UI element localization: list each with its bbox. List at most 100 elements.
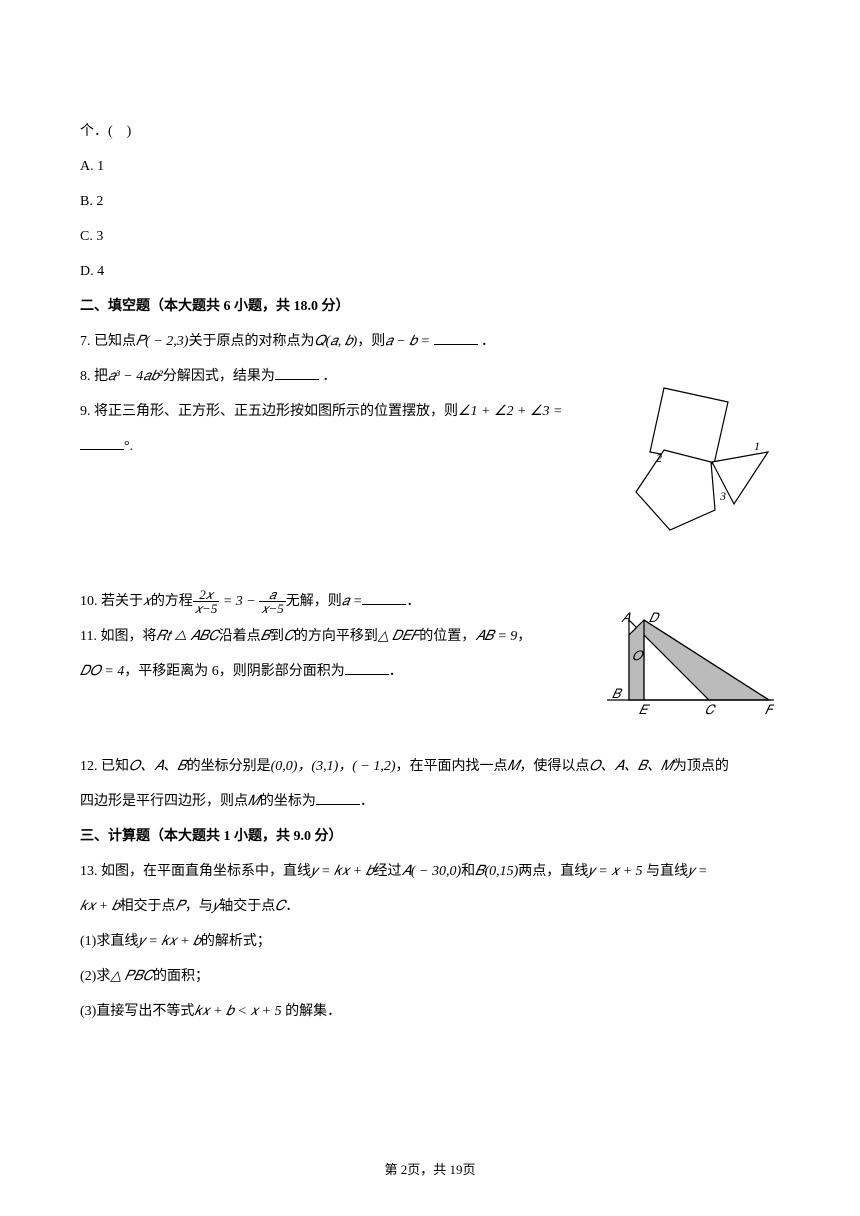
q6-option-d: D. 4 [80,254,780,289]
q7-mid: 关于原点的对称点为 [188,334,314,349]
q13-l2d: ，与 [185,899,213,914]
q13-sub3: (3)直接写出不等式𝑘𝑥 + 𝑏 < 𝑥 + 5 的解集． [80,994,780,1029]
q9-blank [80,436,124,450]
q10-f2-num: 𝑎 [259,588,286,602]
label-C: 𝐶 [705,702,717,717]
q7-p1: 𝑃( − 2,3) [136,334,188,349]
q11-prefix: 11. 如图，将 [80,629,156,644]
q13-prefix: 13. 如图，在平面直角坐标系中，直线 [80,864,311,879]
q11-p3: 𝐶 [284,629,294,644]
q13-mid2: 和 [461,864,475,879]
label-E: 𝐸 [639,702,651,717]
q10-f1-num: 2𝑥 [193,588,220,602]
q13-l2f: 轴交于点 [219,899,275,914]
q12-l2b: 的坐标为 [260,794,316,809]
q13-mid1: 经过 [374,864,402,879]
q10-mid2: 无解，则 [286,594,342,609]
q13-line2: 𝑘𝑥 + 𝑏相交于点𝑃，与𝑦轴交于点𝐶． [80,889,780,924]
q10-frac2: 𝑎𝑥−5 [259,588,286,615]
q13-l2c: 𝑃 [176,899,185,914]
q8-prefix: 8. 把 [80,369,108,384]
q11-p1: 𝑅𝑡 △ 𝐴𝐵𝐶 [156,629,218,644]
q6-option-a: A. 1 [80,149,780,184]
q12-line2: 四边形是平行四边形，则点𝑀的坐标为． [80,784,780,819]
q12-p2: 𝑀 [508,759,520,774]
label-B: 𝐵 [612,686,623,701]
q9-text: 9. 将正三角形、正方形、正五边形按如图所示的位置摆放，则 [80,404,458,419]
q7: 7. 已知点𝑃( − 2,3)关于原点的对称点为𝑄(𝑎, 𝑏)，则𝑎 − 𝑏 =… [80,324,780,359]
q11-comma: ， [517,629,531,644]
q10-prefix: 10. 若关于 [80,594,143,609]
q9-expr: ∠1 + ∠2 + ∠3 = [458,404,563,419]
q12-l2a: 四边形是平行四边形，则点 [80,794,248,809]
q8-expr: 𝑎³ − 4𝑎𝑏² [108,369,163,384]
q7-expr: 𝑎 − 𝑏 = [385,334,430,349]
q12-mid1: 的坐标分别是 [187,759,271,774]
q11-p4: △ 𝐷𝐸𝐹 [378,629,419,644]
q13-s2a: (2)求 [80,969,110,984]
q10-f2-den: 𝑥−5 [259,602,286,615]
q12-blank [316,791,360,805]
q7-p2: 𝑄(𝑎, 𝑏) [314,334,357,349]
q6-option-b: B. 2 [80,184,780,219]
section-3-header: 三、计算题（本大题共 1 小题，共 9.0 分） [80,819,780,854]
q10-expr: 𝑎 = [342,594,363,609]
q9: 9. 将正三角形、正方形、正五边形按如图所示的位置摆放，则∠1 + ∠2 + ∠… [80,394,570,464]
q13-s3a: (3)直接写出不等式 [80,1004,194,1019]
q10-frac1: 2𝑥𝑥−5 [193,588,220,615]
q13-e1: 𝑦 = 𝑘𝑥 + 𝑏 [311,864,374,879]
q13-e3: 𝐵(0,15) [475,864,518,879]
label-1: 1 [754,439,760,453]
q11-tail: ． [389,664,403,679]
label-2: 2 [656,451,662,465]
q13-e4: 𝑦 = 𝑥 + 5 [588,864,642,879]
page-footer: 第 2页，共 19页 [0,1159,860,1178]
q6-option-c: C. 3 [80,219,780,254]
q11-mid5: ，平移距离为 6，则阴影部分面积为 [124,664,345,679]
q7-blank [434,331,478,345]
q11-blank [345,661,389,675]
label-3: 3 [719,489,726,503]
label-F: 𝐹 [765,702,774,717]
q12-p3: 𝑂、𝐴、𝐵、𝑀 [589,759,672,774]
q12-mid2: ，在平面内找一点 [396,759,508,774]
q13-e2: 𝐴( − 30,0) [402,864,462,879]
q13-e5: 𝑦 = [688,864,708,879]
q12-line1: 12. 已知𝑂、𝐴、𝐵的坐标分别是(0,0)，(3,1)，( − 1,2)，在平… [80,749,780,784]
q10-f1-den: 𝑥−5 [193,602,220,615]
q13-l2a: 𝑘𝑥 + 𝑏 [80,899,120,914]
q13-s3b: 𝑘𝑥 + 𝑏 < 𝑥 + 5 [194,1004,281,1019]
q10-blank [362,591,406,605]
q8-mid: 分解因式，结果为 [163,369,275,384]
q10-mid1: 的方程 [151,594,193,609]
q9-degree: °. [124,439,133,454]
q12-coords: (0,0)，(3,1)，( − 1,2) [271,759,396,774]
q8-tail: ． [322,369,336,384]
q12-mid3: ，使得以点 [519,759,589,774]
q13-mid3: 两点，直线 [518,864,588,879]
q11-line2: 𝐷𝑂 = 4，平移距离为 6，则阴影部分面积为． [80,654,403,689]
q10-eq: = 3 − [219,594,259,609]
q11-mid2: 到 [270,629,284,644]
q13-s2c: 的面积； [153,969,209,984]
q13-s1c: 的解析式； [201,934,271,949]
q11-mid4: 的位置， [419,629,475,644]
q13-line1: 13. 如图，在平面直角坐标系中，直线𝑦 = 𝑘𝑥 + 𝑏经过𝐴( − 30,0… [80,854,780,889]
pentagon-shape [636,450,715,530]
q11-line1: 11. 如图，将𝑅𝑡 △ 𝐴𝐵𝐶沿着点𝐵到𝐶的方向平移到△ 𝐷𝐸𝐹的位置，𝐴𝐵 … [80,619,531,654]
q12-mid4: 为顶点的 [673,759,729,774]
q13-sub2: (2)求△ 𝑃𝐵𝐶的面积； [80,959,780,994]
q13-s2b: △ 𝑃𝐵𝐶 [110,969,153,984]
q12-p1: 𝑂、𝐴、𝐵 [129,759,187,774]
q13-mid4: 与直线 [643,864,689,879]
q7-prefix: 7. 已知点 [80,334,136,349]
q13-s1b: 𝑦 = 𝑘𝑥 + 𝑏 [138,934,201,949]
q13-sub1: (1)求直线𝑦 = 𝑘𝑥 + 𝑏的解析式； [80,924,780,959]
label-D: 𝐷 [649,610,660,625]
q13-s1a: (1)求直线 [80,934,138,949]
q11-figure: 𝐴 𝐷 𝑂 𝐵 𝐸 𝐶 𝐹 [579,610,774,720]
q12-prefix: 12. 已知 [80,759,129,774]
label-O: 𝑂 [632,648,644,663]
q7-tail1: ，则 [357,334,385,349]
q13-l2b: 相交于点 [120,899,176,914]
